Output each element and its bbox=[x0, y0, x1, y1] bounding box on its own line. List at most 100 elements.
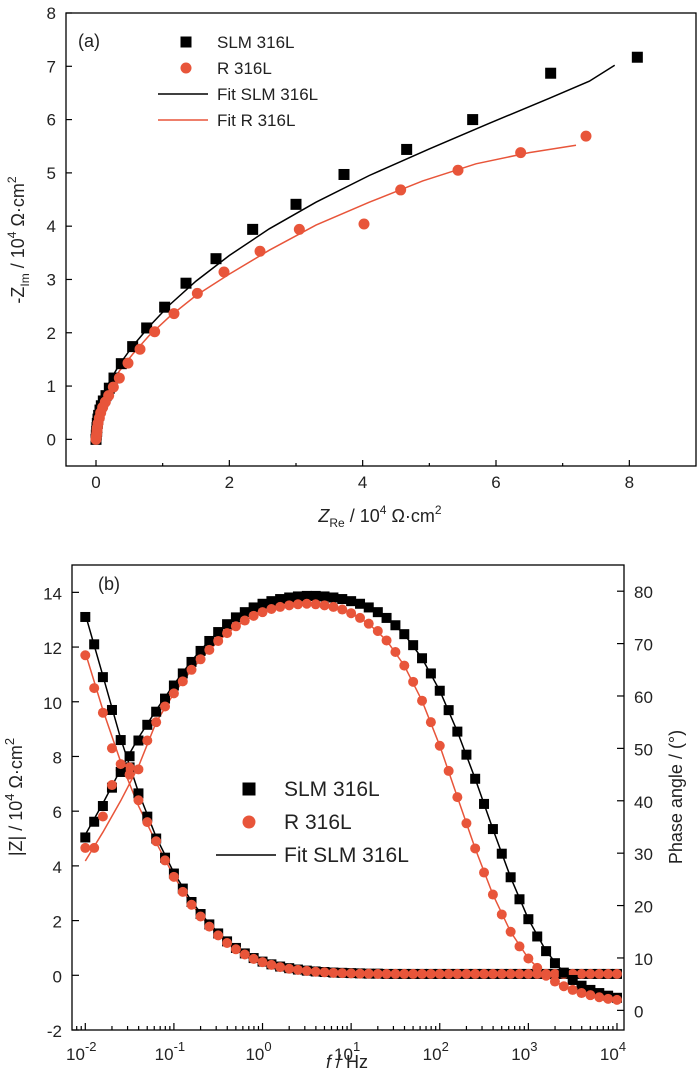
r-316l-modulus-point-34 bbox=[381, 968, 392, 979]
panel-b-x-ticks: 10-2 10-1 100 101 102 103 104 bbox=[66, 1023, 626, 1064]
slm-316l-phase-point-2 bbox=[97, 801, 108, 812]
slm-316l-phase-point-12 bbox=[186, 656, 197, 667]
slm-316l-phase-point-54 bbox=[558, 967, 569, 978]
slm-316l-phase-point-47 bbox=[496, 848, 507, 859]
slm-316l-phase-point-34 bbox=[381, 612, 392, 623]
r-316l-phase-point-22 bbox=[275, 601, 286, 612]
r-316l-phase-point-51 bbox=[532, 962, 543, 973]
slm-316l-phase-point-45 bbox=[479, 798, 490, 809]
slm-316l-phase-point-57 bbox=[585, 984, 596, 995]
r-316l-phase-point-17 bbox=[230, 621, 241, 632]
r-316l-phase-point-40 bbox=[434, 740, 445, 751]
legend-r-316l-point-0 bbox=[180, 62, 192, 74]
r-316l-modulus-point-7 bbox=[142, 817, 153, 828]
r-316l-modulus-point-44 bbox=[470, 968, 481, 979]
slm-316l-phase-point-21 bbox=[266, 596, 277, 607]
y-tick-label: 0 bbox=[47, 430, 56, 449]
r-316l-modulus-point-37 bbox=[408, 968, 419, 979]
legend-slm-316l-point-0 bbox=[180, 36, 192, 48]
legend-fit-r-316l-label: Fit R 316L bbox=[217, 111, 295, 130]
r-316l-modulus-point-24 bbox=[292, 964, 303, 975]
r-316l-point-18 bbox=[218, 266, 230, 278]
panel-a-fit-lines bbox=[95, 64, 616, 440]
left-y-tick-label: 0 bbox=[53, 967, 62, 986]
y-tick-label: 1 bbox=[47, 377, 56, 396]
panel-b-legend: SLM 316L R 316L Fit SLM 316L bbox=[216, 778, 409, 867]
r-316l-modulus-point-2 bbox=[97, 707, 108, 718]
r-316l-point-12 bbox=[113, 372, 125, 384]
right-y-tick-label: 50 bbox=[634, 740, 653, 759]
slm-316l-point-13 bbox=[115, 358, 127, 370]
r-316l-phase-point-32 bbox=[363, 618, 374, 629]
r-316l-phase-point-47 bbox=[496, 909, 507, 920]
r-316l-modulus-point-6 bbox=[133, 795, 144, 806]
panel-a-y-axis-title: -ZIm / 104 Ω·cm2 bbox=[5, 176, 32, 304]
r-316l-phase-point-34 bbox=[381, 635, 392, 646]
r-316l-modulus-point-5 bbox=[124, 762, 135, 773]
panel-a-label: (a) bbox=[78, 31, 100, 51]
left-y-title-sup: 4 bbox=[2, 794, 17, 801]
slm-316l-phase-point-26 bbox=[310, 590, 321, 601]
slm-316l-phase-point-5 bbox=[124, 751, 135, 762]
slm-316l-phase-point-29 bbox=[337, 594, 348, 605]
r-316l-modulus-point-32 bbox=[363, 968, 374, 979]
legend-r-316l-label: R 316L bbox=[284, 811, 352, 834]
r-316l-point-24 bbox=[515, 147, 527, 159]
r-316l-phase-point-28 bbox=[328, 601, 339, 612]
right-y-tick-label: 80 bbox=[634, 583, 653, 602]
slm-316l-phase-point-44 bbox=[470, 773, 481, 784]
slm-316l-modulus-point-3 bbox=[106, 704, 117, 715]
r-316l-phase-point-29 bbox=[337, 604, 348, 615]
slm-316l-phase-point-36 bbox=[399, 629, 410, 640]
right-y-tick-label: 0 bbox=[634, 1002, 643, 1021]
y-title-unit-sup: 2 bbox=[5, 176, 19, 183]
r-316l-phase-point-41 bbox=[443, 765, 454, 776]
slm-316l-phase-point-56 bbox=[576, 980, 587, 991]
legend-slm-316l-point-0 bbox=[242, 782, 256, 796]
x-title-unit-sup: 2 bbox=[435, 503, 442, 517]
left-y-title-unit-sup: 2 bbox=[2, 738, 17, 745]
slm-316l-phase-point-10 bbox=[168, 680, 179, 691]
r-316l-modulus-point-58 bbox=[594, 968, 605, 979]
r-316l-modulus-point-46 bbox=[487, 968, 498, 979]
slm-316l-phase-point-24 bbox=[292, 591, 303, 602]
slm-316l-modulus-point-2 bbox=[97, 672, 108, 683]
left-y-tick-label: 10 bbox=[43, 694, 62, 713]
slm-316l-phase-point-1 bbox=[89, 816, 100, 827]
r-316l-point-16 bbox=[168, 308, 180, 320]
slm-316l-phase-point-9 bbox=[160, 693, 171, 704]
x-tick-label: 8 bbox=[625, 473, 634, 492]
r-316l-phase-point-46 bbox=[487, 889, 498, 900]
r-316l-phase-point-5 bbox=[124, 769, 135, 780]
r-316l-point-21 bbox=[358, 218, 370, 230]
slm-316l-phase-point-0 bbox=[80, 832, 91, 843]
r-316l-phase-point-30 bbox=[346, 608, 357, 619]
slm-316l-phase-point-31 bbox=[355, 598, 366, 609]
slm-316l-phase-point-18 bbox=[239, 607, 250, 618]
left-y-title-main: |Z| / 10 bbox=[6, 801, 26, 856]
slm-316l-point-23 bbox=[467, 114, 479, 126]
slm-316l-phase-point-37 bbox=[408, 640, 419, 651]
r-316l-phase-point-1 bbox=[89, 842, 100, 853]
left-y-tick-label: 8 bbox=[53, 748, 62, 767]
left-y-tick-label: 6 bbox=[53, 803, 62, 822]
left-y-tick-label: 12 bbox=[43, 639, 62, 658]
x-tick-label: 10-1 bbox=[155, 1039, 185, 1064]
slm-316l-point-21 bbox=[338, 168, 350, 180]
r-316l-phase-point-56 bbox=[576, 988, 587, 999]
r-316l-phase-point-57 bbox=[585, 990, 596, 1001]
r-316l-point-11 bbox=[107, 381, 119, 393]
r-316l-phase-point-9 bbox=[160, 701, 171, 712]
r-316l-modulus-point-30 bbox=[346, 968, 357, 979]
r-316l-modulus-point-39 bbox=[425, 968, 436, 979]
r-316l-phase-point-11 bbox=[177, 676, 188, 687]
r-316l-point-23 bbox=[452, 164, 464, 176]
slm-316l-phase-point-40 bbox=[434, 685, 445, 696]
r-316l-phase-point-50 bbox=[523, 953, 534, 964]
slm-316l-phase-point-8 bbox=[151, 706, 162, 717]
y-title-rest: / 10 bbox=[8, 238, 28, 273]
r-316l-phase-point-36 bbox=[399, 660, 410, 671]
r-316l-phase-point-48 bbox=[505, 926, 516, 937]
panel-b-data-points bbox=[80, 590, 622, 1005]
